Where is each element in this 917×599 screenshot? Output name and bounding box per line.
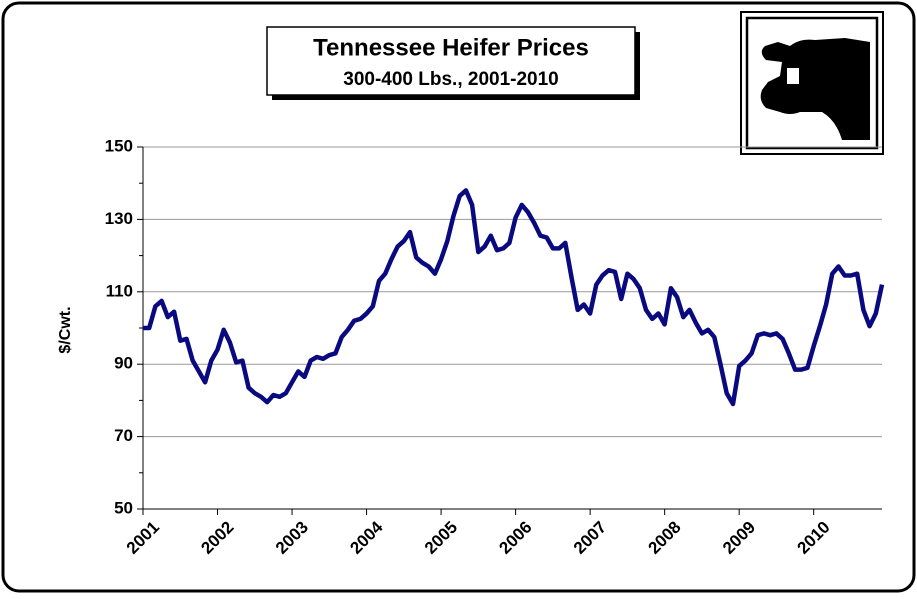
y-tick-label: 90 xyxy=(114,354,133,373)
y-tick-label: 150 xyxy=(105,136,133,155)
cow-head xyxy=(760,38,870,140)
y-axis-label: $/Cwt. xyxy=(57,306,74,353)
y-tick-label: 50 xyxy=(114,498,133,517)
chart-subtitle: 300-400 Lbs., 2001-2010 xyxy=(343,69,559,90)
y-tick-label: 110 xyxy=(106,281,133,300)
title-box xyxy=(266,26,636,96)
ear-tag xyxy=(787,68,799,84)
price-line xyxy=(143,188,885,407)
chart-title: Tennessee Heifer Prices xyxy=(313,34,589,61)
y-tick-label: 130 xyxy=(105,209,133,228)
y-tick-label: 70 xyxy=(114,426,133,445)
logo xyxy=(740,11,884,155)
